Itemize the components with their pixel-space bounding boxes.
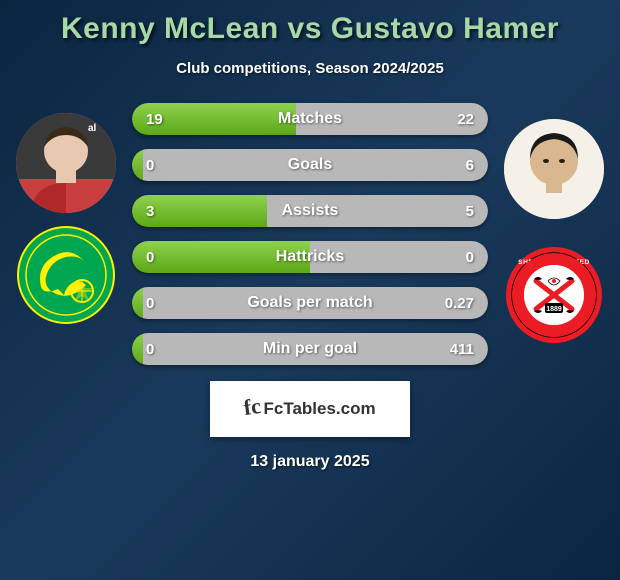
stat-label: Hattricks xyxy=(192,248,428,266)
brand-label: FcTables.com xyxy=(263,399,375,419)
date-label: 13 january 2025 xyxy=(6,453,614,471)
brand-watermark: fc FcTables.com xyxy=(210,381,410,437)
right-club-crest: SHEFFIELD UNITED F.C. 1889 xyxy=(504,245,604,345)
svg-text:1889: 1889 xyxy=(546,306,562,313)
stat-left-value: 3 xyxy=(132,203,192,220)
stat-label: Assists xyxy=(192,202,428,220)
stat-right-value: 0 xyxy=(428,249,488,266)
stat-row: 0Hattricks0 xyxy=(132,241,488,273)
stat-row: 3Assists5 xyxy=(132,195,488,227)
stat-left-value: 0 xyxy=(132,341,192,358)
stat-row: 0Goals per match0.27 xyxy=(132,287,488,319)
stat-right-value: 6 xyxy=(428,157,488,174)
subtitle: Club competitions, Season 2024/2025 xyxy=(6,60,614,77)
stat-right-value: 5 xyxy=(428,203,488,220)
stat-row: 19Matches22 xyxy=(132,103,488,135)
stat-row: 0Goals6 xyxy=(132,149,488,181)
page-title: Kenny McLean vs Gustavo Hamer xyxy=(6,12,614,46)
stat-label: Matches xyxy=(192,110,428,128)
left-player-avatar: al xyxy=(16,113,116,213)
stat-label: Goals xyxy=(192,156,428,174)
stat-right-value: 0.27 xyxy=(428,295,488,312)
main-row: al 19Matches220Goals63Assists50Hattricks… xyxy=(6,103,614,379)
left-club-crest xyxy=(16,225,116,325)
svg-text:al: al xyxy=(88,123,97,134)
stat-left-value: 0 xyxy=(132,295,192,312)
right-player-column: SHEFFIELD UNITED F.C. 1889 xyxy=(494,103,614,345)
stat-row: 0Min per goal411 xyxy=(132,333,488,365)
stat-left-value: 19 xyxy=(132,111,192,128)
stat-right-value: 22 xyxy=(428,111,488,128)
stat-left-value: 0 xyxy=(132,157,192,174)
stat-label: Goals per match xyxy=(192,294,428,312)
brand-signature-icon: fc xyxy=(242,393,263,421)
left-player-column: al xyxy=(6,103,126,325)
right-player-avatar xyxy=(504,119,604,219)
stat-label: Min per goal xyxy=(192,340,428,358)
stat-right-value: 411 xyxy=(428,341,488,358)
stat-left-value: 0 xyxy=(132,249,192,266)
stats-column: 19Matches220Goals63Assists50Hattricks00G… xyxy=(126,103,494,379)
comparison-card: Kenny McLean vs Gustavo Hamer Club compe… xyxy=(0,0,620,580)
